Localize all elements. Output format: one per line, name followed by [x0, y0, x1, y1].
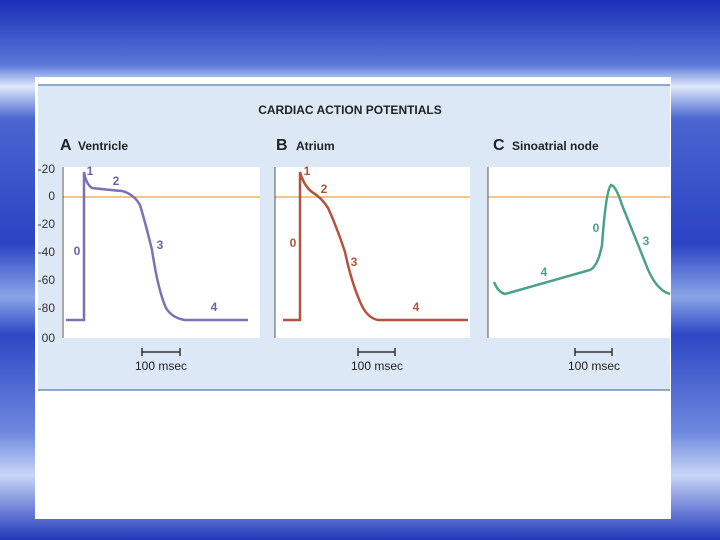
scale-bar-label: 100 msec [135, 359, 187, 373]
phase-label: 4 [541, 265, 548, 279]
y-axis-label: -20 [38, 217, 56, 231]
y-axis-label: -60 [38, 273, 56, 287]
ventricle-curve [66, 171, 248, 322]
scale-bar [141, 348, 181, 356]
figure-title: CARDIAC ACTION POTENTIALS [258, 103, 442, 117]
gap-band [470, 167, 488, 338]
panel-label: Atrium [296, 139, 335, 153]
scale-bar [357, 348, 396, 356]
header-band [38, 85, 670, 167]
panel-letter: C [493, 137, 505, 154]
gap-band [260, 167, 275, 338]
panel-label: Sinoatrial node [512, 139, 599, 153]
phase-label: 0 [74, 244, 81, 258]
footer-band [38, 338, 670, 390]
sa-node-curve [492, 183, 671, 296]
scale-bar-label: 100 msec [568, 359, 620, 373]
phase-label: 3 [157, 238, 164, 252]
atrium-curve [283, 171, 468, 322]
phase-label: 2 [321, 182, 328, 196]
scale-bar-label: 100 msec [351, 359, 403, 373]
phase-label: 2 [113, 174, 120, 188]
phase-label: 0 [290, 236, 297, 250]
panel-letter: A [60, 137, 72, 154]
y-axis-label: 0 [48, 189, 55, 203]
phase-label: 3 [643, 234, 650, 248]
y-axis-label: -40 [38, 245, 56, 259]
panel-letter: B [276, 137, 288, 154]
y-axis-label: -20 [38, 162, 56, 176]
y-axis-label: -80 [38, 301, 56, 315]
phase-label: 0 [593, 221, 600, 235]
phase-label: 4 [413, 300, 420, 314]
scale-bar [574, 348, 613, 356]
phase-label: 1 [304, 164, 311, 178]
phase-label: 3 [351, 255, 358, 269]
panel-label: Ventricle [78, 139, 128, 153]
y-axis-label: 00 [42, 331, 56, 345]
phase-label: 4 [211, 300, 218, 314]
phase-label: 1 [87, 164, 94, 178]
axis-band [38, 167, 62, 338]
